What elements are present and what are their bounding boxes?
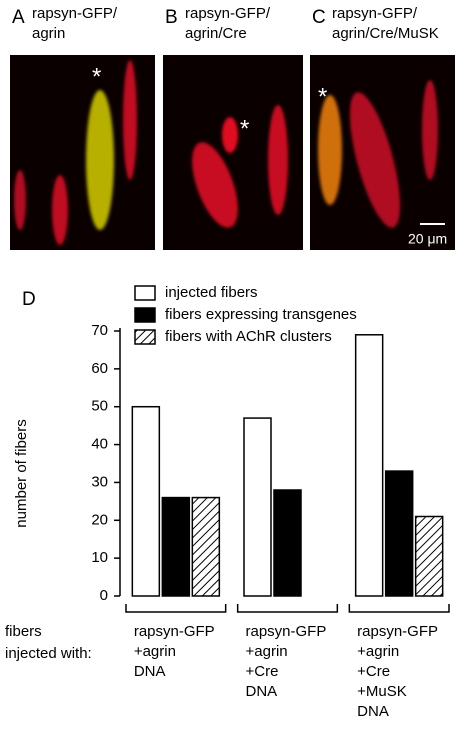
- bar: [191, 496, 221, 597]
- micrograph-c: [310, 55, 455, 250]
- x-tick-label: +agrin: [357, 643, 399, 660]
- legend-label: fibers with AChR clusters: [165, 328, 332, 345]
- x-tick-label: DNA: [246, 683, 278, 700]
- bar: [354, 334, 384, 597]
- scale-bar-label: 20 μm: [408, 231, 447, 247]
- legend-swatch: [134, 285, 156, 301]
- panel-letter: D: [22, 289, 36, 310]
- y-axis-label: number of fibers: [13, 419, 30, 527]
- y-tick-label: 20: [91, 511, 108, 528]
- panel-caption: rapsyn-GFP/: [32, 5, 118, 22]
- panel-letter: C: [312, 7, 326, 28]
- legend-swatch: [134, 329, 156, 345]
- bar: [131, 405, 161, 597]
- x-tick-label: DNA: [134, 663, 166, 680]
- marker: *: [318, 83, 327, 110]
- x-axis-label: fibers: [5, 623, 42, 640]
- panel-caption: agrin/Cre: [185, 25, 247, 42]
- marker: *: [92, 63, 101, 90]
- y-tick-label: 0: [100, 587, 108, 604]
- x-tick-label: rapsyn-GFP: [357, 623, 438, 640]
- legend-label: fibers expressing transgenes: [165, 306, 357, 323]
- y-tick-label: 10: [91, 549, 108, 566]
- group-bracket: [236, 604, 339, 613]
- bar: [384, 470, 414, 597]
- x-tick-label: +agrin: [246, 643, 288, 660]
- y-tick-label: 70: [91, 322, 108, 339]
- x-tick-label: DNA: [357, 703, 389, 720]
- y-tick-label: 40: [91, 436, 108, 453]
- panel-caption: agrin: [32, 25, 65, 42]
- bar: [414, 515, 444, 597]
- y-tick-label: 50: [91, 398, 108, 415]
- bar: [243, 417, 272, 597]
- x-tick-label: +Cre: [357, 663, 390, 680]
- group-bracket: [125, 604, 227, 613]
- x-tick-label: rapsyn-GFP: [246, 623, 327, 640]
- bar: [161, 496, 191, 597]
- x-tick-label: +Cre: [246, 663, 279, 680]
- panel-caption: rapsyn-GFP/: [332, 5, 418, 22]
- marker: *: [240, 115, 249, 142]
- micrograph-b: [163, 55, 303, 250]
- y-tick-label: 30: [91, 473, 108, 490]
- bar: [273, 489, 302, 597]
- x-tick-label: +MuSK: [357, 683, 407, 700]
- legend-label: injected fibers: [165, 284, 258, 301]
- legend-swatch: [134, 307, 156, 323]
- y-tick-label: 60: [91, 360, 108, 377]
- x-tick-label: +agrin: [134, 643, 176, 660]
- group-bracket: [348, 604, 450, 613]
- x-axis-label: injected with:: [5, 645, 92, 662]
- panel-caption: rapsyn-GFP/: [185, 5, 271, 22]
- x-tick-label: rapsyn-GFP: [134, 623, 215, 640]
- panel-caption: agrin/Cre/MuSK: [332, 25, 439, 42]
- panel-letter: B: [165, 7, 178, 28]
- panel-letter: A: [12, 7, 25, 28]
- micrograph-a: [10, 55, 155, 250]
